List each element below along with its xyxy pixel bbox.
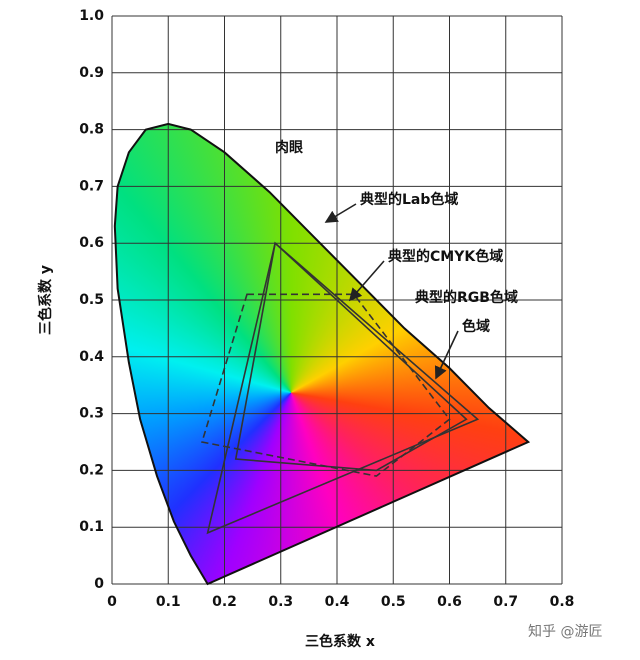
- x-axis-label: 三色系数 x: [305, 633, 375, 650]
- y-tick-label: 1.0: [79, 8, 104, 24]
- x-tick-label: 0.4: [325, 594, 350, 610]
- y-tick-label: 0.5: [79, 292, 104, 308]
- x-tick-label: 0.8: [550, 594, 575, 610]
- x-tick-label: 0.1: [156, 594, 181, 610]
- x-tick-label: 0.5: [381, 594, 406, 610]
- gamut-region: [206, 241, 480, 535]
- x-tick-label: 0: [107, 594, 117, 610]
- annotation-arrow: [348, 260, 385, 302]
- annotation: 色域: [462, 318, 490, 335]
- spectral-locus: [113, 122, 531, 586]
- y-tick-label: 0.6: [79, 235, 104, 251]
- y-tick-label: 0.7: [79, 178, 104, 194]
- y-tick-label: 0.3: [79, 406, 104, 422]
- y-tick-label: 0.8: [79, 122, 104, 138]
- annotation: 典型的CMYK色域: [388, 248, 503, 265]
- x-tick-label: 0.3: [268, 594, 293, 610]
- x-tick-label: 0.7: [493, 594, 518, 610]
- y-tick-label: 0: [94, 576, 104, 592]
- y-axis-label: 三色系数 y: [37, 265, 54, 335]
- x-tick-label: 0.2: [212, 594, 237, 610]
- gamut-region: [200, 293, 451, 477]
- watermark: 知乎 @游匠: [528, 623, 602, 640]
- y-tick-label: 0.9: [79, 65, 104, 81]
- y-tick-label: 0.4: [79, 349, 104, 365]
- gamut-region: [234, 241, 468, 472]
- y-tick-label: 0.2: [79, 462, 104, 478]
- annotation: 肉眼: [275, 139, 303, 156]
- annotation: 典型的RGB色域: [415, 289, 518, 306]
- annotation-arrow: [434, 330, 459, 380]
- annotation: 典型的Lab色域: [360, 191, 458, 208]
- x-tick-label: 0.6: [437, 594, 462, 610]
- annotation-arrow: [324, 203, 357, 223]
- y-tick-label: 0.1: [79, 519, 104, 535]
